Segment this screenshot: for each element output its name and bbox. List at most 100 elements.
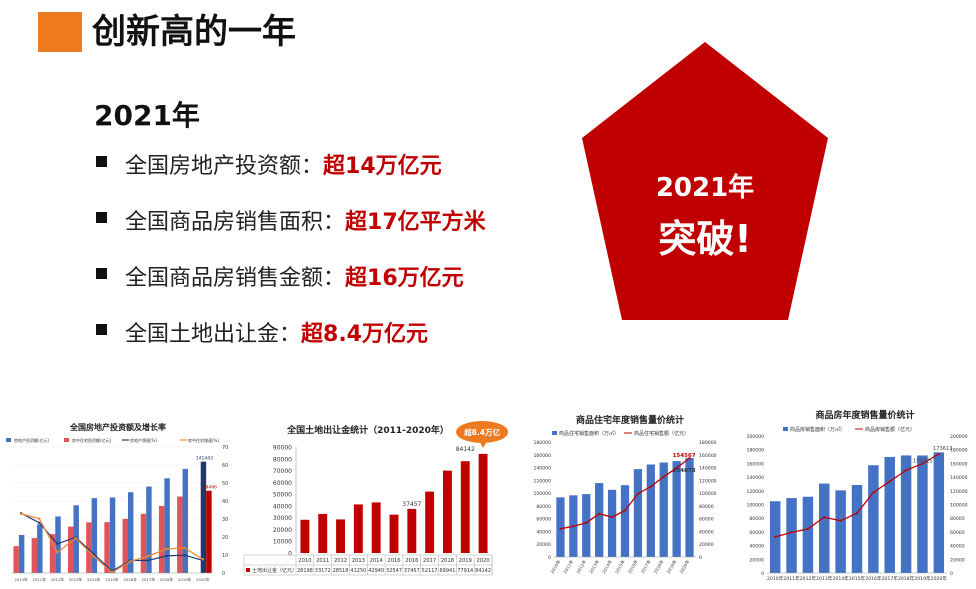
legend-label: 房地产投资额(亿元) <box>14 437 50 443</box>
bullet-square-icon <box>96 324 107 335</box>
bar-residential <box>49 534 56 573</box>
investment-chart: 全国房地产投资额及增长率 房地产投资额(亿元) 房中住宅投资额(亿元) 房地产增速(… <box>6 422 228 582</box>
y-tick-label: 0 <box>761 571 764 577</box>
sales-value-point <box>675 466 678 470</box>
x-tick-label: 2012年 <box>575 559 588 575</box>
y-tick-label: 120000 <box>699 478 717 484</box>
x-tick-label: 2017年 <box>639 559 652 575</box>
sales-value-point <box>662 475 665 478</box>
bullet-item: 全国房地产投资额： 超14万亿元 <box>96 148 486 204</box>
badge-line1: 2021年 <box>656 172 754 203</box>
x-tick-label: 2017年 <box>882 575 899 582</box>
x-tick-label: 2019年 <box>178 577 192 582</box>
growth-point <box>183 553 186 557</box>
sales-value-point <box>585 521 588 524</box>
x-tick-label: 2013 <box>352 558 365 564</box>
bar-residential <box>122 518 128 573</box>
sales-value-point <box>636 492 640 495</box>
bar-land-revenue <box>407 508 417 553</box>
table-value: 37457 <box>404 568 420 574</box>
y-tick-label: 0 <box>699 555 702 561</box>
bar-sales-area <box>659 462 668 557</box>
year-heading: 2021年 <box>94 99 200 132</box>
bar-land-revenue <box>371 502 381 553</box>
x-tick-label: 2011年 <box>562 559 575 575</box>
y-tick-label: 120000 <box>533 478 551 484</box>
y-tick-label: 30000 <box>273 515 292 522</box>
y-tick-label: 40 <box>222 499 228 505</box>
x-tick-label: 2010 <box>298 558 311 564</box>
bullet-value: 超14万亿元 <box>323 154 442 179</box>
bar-investment <box>200 461 207 573</box>
y-tick-label: 20000 <box>950 557 965 563</box>
table-value: 28198 <box>297 568 313 574</box>
bullet-label: 全国房地产投资额： <box>125 154 324 179</box>
x-tick-label: 2016 <box>387 558 400 564</box>
bar-sales-area <box>835 490 846 573</box>
growth-point <box>201 558 205 561</box>
commercial-sales-chart: 商品房年度销售量价统计 商品房销售面积（万㎡） 商品房销售额（亿元）200000 2… <box>746 409 967 582</box>
table-value: 77914 <box>457 568 473 574</box>
y-tick-label: 10000 <box>273 539 292 546</box>
table-value: 28518 <box>333 568 349 574</box>
sales-value-point <box>649 485 652 488</box>
y-tick-label: 20000 <box>273 527 292 534</box>
bar-sales-area <box>633 469 643 557</box>
y-tick-label: 80000 <box>536 504 551 510</box>
bar-sales-area <box>556 497 565 557</box>
x-tick-label: 2012 <box>334 558 347 564</box>
legend-swatch <box>246 568 250 572</box>
y-tick-label: 10 <box>222 553 228 559</box>
sales-value-point <box>937 452 940 456</box>
y-tick-label: 60000 <box>699 517 714 523</box>
data-label: 104446 <box>200 485 217 491</box>
growth-point <box>147 559 150 562</box>
bar-investment <box>109 497 116 573</box>
table-value: 69941 <box>440 568 456 574</box>
table-value: 52117 <box>422 568 438 574</box>
y-tick-label: 100000 <box>699 491 717 497</box>
x-tick-label: 2012年 <box>51 577 65 582</box>
bullet-label: 全国商品房销售金额： <box>125 266 346 291</box>
bar-land-revenue <box>478 453 488 553</box>
x-tick-label: 2014 <box>370 558 384 564</box>
x-tick-label: 2020年 <box>196 577 210 582</box>
bullet-square-icon <box>96 212 107 223</box>
x-tick-label: 2016年 <box>626 559 639 575</box>
x-tick-label: 2011 <box>316 558 329 564</box>
data-label: 141443 <box>196 456 213 462</box>
sales-value-point <box>623 509 627 512</box>
x-tick-label: 2010年 <box>767 575 784 582</box>
y-tick-label: 80000 <box>699 504 714 510</box>
y-tick-label: 180000 <box>533 440 551 446</box>
legend-swatch <box>6 438 11 442</box>
x-tick-label: 2014年 <box>600 559 613 575</box>
table-value: 32547 <box>386 568 402 574</box>
y-tick-label: 0 <box>222 571 225 577</box>
y-tick-label: 40000 <box>699 529 714 535</box>
y-tick-label: 0 <box>548 555 551 561</box>
y-tick-label: 180000 <box>746 448 764 454</box>
data-label: 159725 <box>913 459 933 465</box>
sales-value-point <box>872 491 875 494</box>
data-label: 173613 <box>933 446 953 452</box>
y-tick-label: 40000 <box>273 503 292 510</box>
bullet-item: 全国商品房销售面积： 超17亿平方米 <box>96 204 486 260</box>
table-value: 33172 <box>315 568 331 574</box>
bar-sales-area <box>884 456 895 573</box>
legend-label: 商品房销售额（亿元） <box>865 426 915 433</box>
chart-title: 商品住宅年度销售量价统计 <box>576 414 684 426</box>
bullet-square-icon <box>96 268 107 279</box>
bar-land-revenue <box>318 513 328 553</box>
x-tick-label: 2013年 <box>587 559 600 575</box>
growth-point <box>38 521 41 524</box>
x-tick-label: 2015年 <box>849 575 866 582</box>
bar-land-revenue <box>336 519 345 553</box>
sales-value-point <box>921 462 924 465</box>
bar-sales-area <box>685 458 694 557</box>
bullet-item: 全国土地出让金： 超8.4万亿元 <box>96 316 486 372</box>
x-tick-label: 2018年 <box>898 575 915 582</box>
x-tick-label: 2016年 <box>123 577 137 582</box>
callout-bubble <box>456 421 509 443</box>
y-tick-label: 50 <box>222 481 228 487</box>
